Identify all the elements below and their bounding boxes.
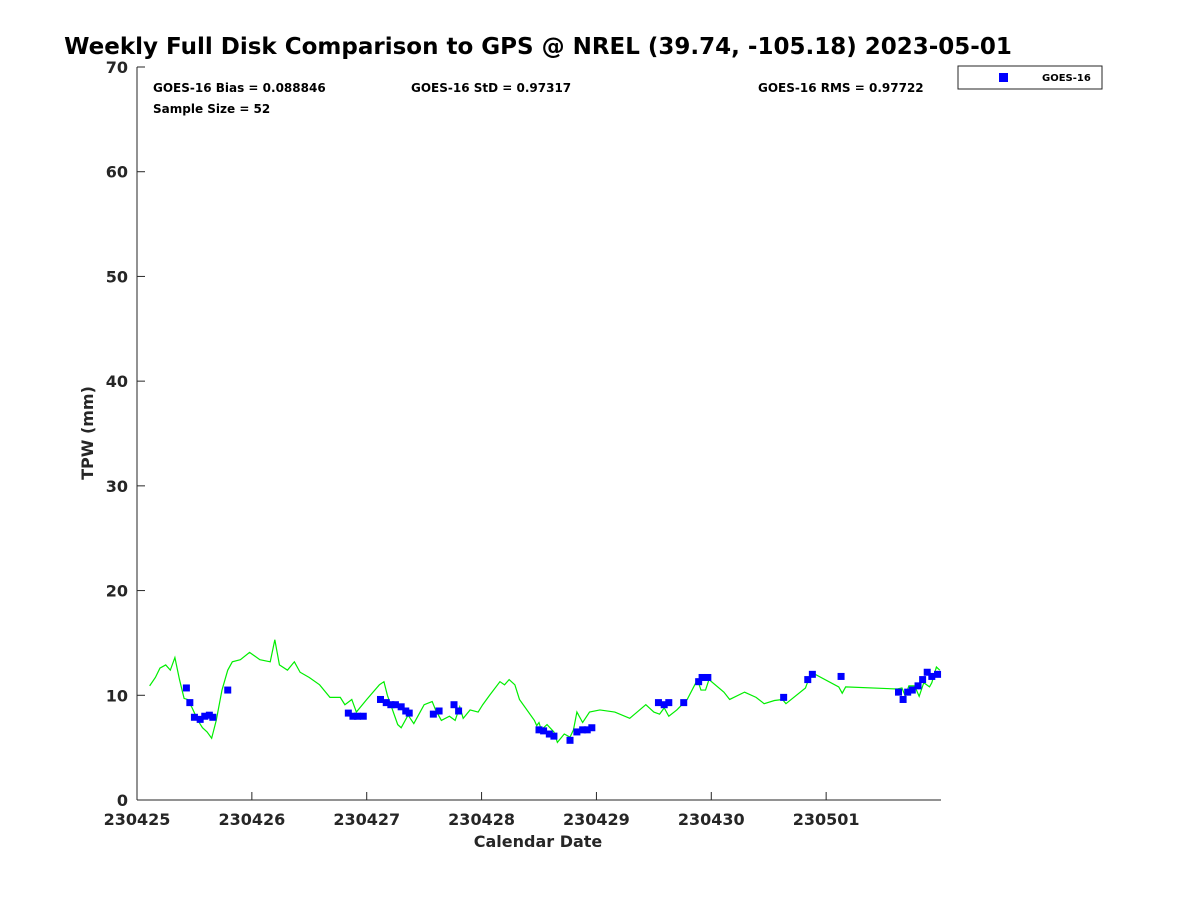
x-tick-label: 230427	[333, 810, 400, 829]
goes16-point	[435, 707, 443, 715]
goes16-point	[455, 707, 463, 715]
annotation-sample-size: Sample Size = 52	[153, 102, 270, 116]
y-tick-label: 40	[106, 372, 128, 391]
x-axis-label: Calendar Date	[474, 832, 603, 851]
x-tick-label: 230425	[104, 810, 171, 829]
goes16-point	[405, 709, 413, 717]
annotation-rms: GOES-16 RMS = 0.97722	[758, 81, 924, 95]
goes16-point	[583, 726, 591, 734]
goes16-point	[376, 695, 384, 703]
goes16-point	[382, 699, 390, 707]
goes16-point	[545, 730, 553, 738]
goes16-point	[914, 682, 922, 690]
goes16-point	[654, 699, 662, 707]
legend-marker-goes16	[999, 73, 1008, 82]
x-tick-label: 230428	[448, 810, 515, 829]
gps-line	[149, 639, 941, 744]
y-tick-label: 20	[106, 582, 128, 601]
goes16-point	[660, 701, 668, 709]
goes16-point	[209, 713, 217, 721]
goes16-point	[550, 732, 558, 740]
y-tick-label: 10	[106, 686, 128, 705]
goes16-point	[182, 684, 190, 692]
goes16-point	[573, 728, 581, 736]
annotation-bias: GOES-16 Bias = 0.088846	[153, 81, 326, 95]
goes16-point	[397, 703, 405, 711]
goes16-point	[904, 688, 912, 696]
legend: GOES-16	[957, 65, 1103, 90]
goes16-point	[680, 699, 688, 707]
y-tick-label: 30	[106, 477, 128, 496]
chart-title: Weekly Full Disk Comparison to GPS @ NRE…	[64, 34, 1012, 60]
goes16-point	[928, 672, 936, 680]
goes16-point	[908, 686, 916, 694]
goes16-point	[224, 686, 232, 694]
goes16-point	[919, 676, 927, 684]
goes16-point	[837, 672, 845, 680]
goes16-point	[695, 678, 703, 686]
x-tick-label: 230426	[218, 810, 285, 829]
goes16-point	[359, 712, 367, 720]
goes16-point	[201, 712, 209, 720]
goes16-point	[387, 701, 395, 709]
goes16-point	[804, 676, 812, 684]
y-axis-label: TPW (mm)	[78, 386, 97, 480]
goes16-point	[186, 699, 194, 707]
goes16-point	[349, 712, 357, 720]
goes16-point	[190, 713, 198, 721]
goes16-point	[535, 726, 543, 734]
goes16-point	[923, 668, 931, 676]
goes16-point	[566, 736, 574, 744]
y-tick-label: 70	[106, 58, 128, 77]
plot-area	[149, 639, 942, 744]
y-tick-label: 60	[106, 163, 128, 182]
y-tick-label: 0	[117, 791, 128, 810]
y-tick-label: 50	[106, 267, 128, 286]
goes16-point	[934, 670, 942, 678]
goes16-point	[588, 724, 596, 732]
goes16-point	[391, 701, 399, 709]
x-tick-label: 230501	[793, 810, 860, 829]
legend-label-goes16: GOES-16	[1042, 73, 1091, 84]
goes16-point	[344, 709, 352, 717]
x-tick-label: 230429	[563, 810, 630, 829]
axes-frame	[137, 67, 941, 800]
goes16-point	[899, 695, 907, 703]
goes16-point	[808, 670, 816, 678]
goes16-point	[780, 693, 788, 701]
x-tick-label: 230430	[678, 810, 745, 829]
goes16-point	[540, 727, 548, 735]
goes16-point	[354, 712, 362, 720]
goes16-point	[450, 701, 458, 709]
goes16-point	[429, 710, 437, 718]
goes16-point	[196, 715, 204, 723]
goes16-point	[704, 673, 712, 681]
goes16-point	[579, 726, 587, 734]
goes16-point	[895, 688, 903, 696]
goes16-point	[698, 673, 706, 681]
goes16-point	[665, 699, 673, 707]
annotation-std: GOES-16 StD = 0.97317	[411, 81, 571, 95]
